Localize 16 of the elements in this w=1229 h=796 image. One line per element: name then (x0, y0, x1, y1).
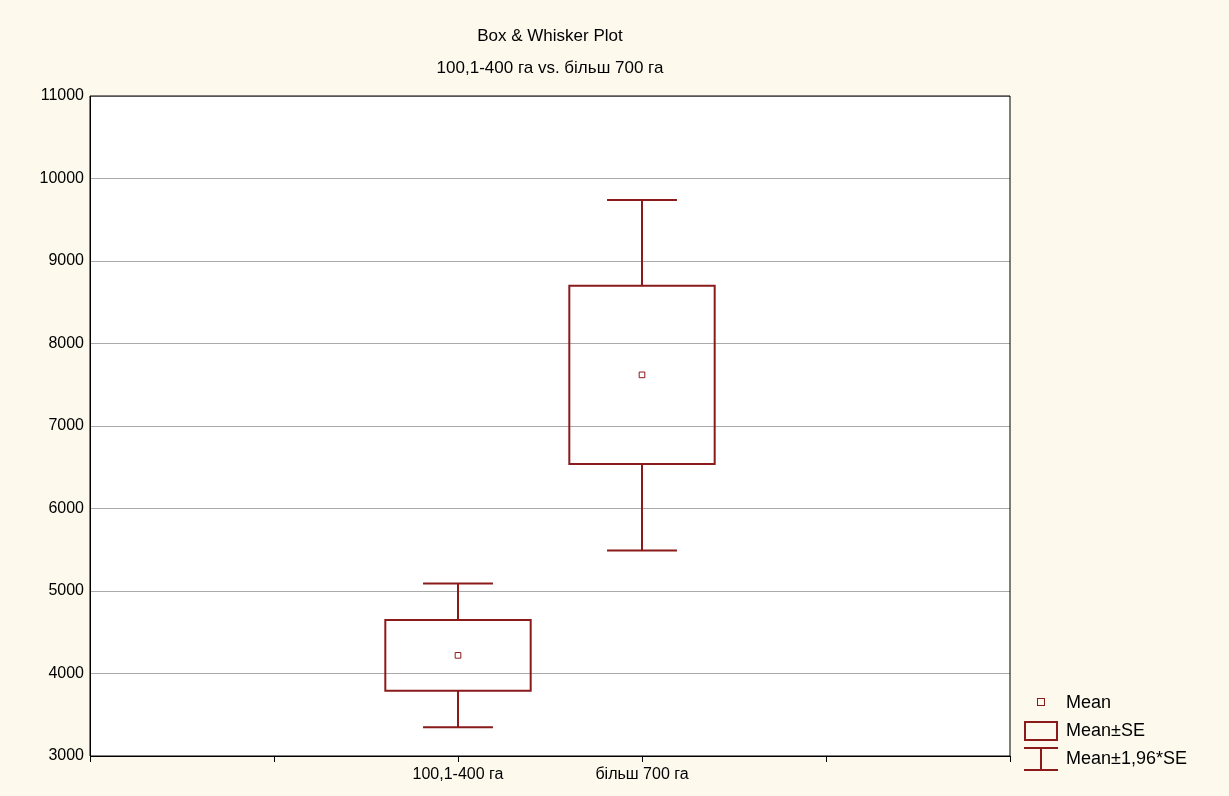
y-tick-label: 10000 (39, 168, 85, 186)
legend-label: Mean±SE (1066, 719, 1145, 741)
y-tick-label: 3000 (48, 746, 85, 764)
y-tick-label: 4000 (48, 663, 85, 681)
y-tick-label: 8000 (48, 333, 85, 351)
y-tick-label: 9000 (48, 251, 85, 269)
x-tick-label: 100,1-400 га (412, 765, 504, 783)
y-tick-label: 7000 (48, 416, 85, 434)
legend-label: Mean (1066, 691, 1112, 713)
y-tick-label: 6000 (48, 498, 85, 516)
text: Mean±1,96*SE (1066, 747, 1187, 769)
y-tick-label: 5000 (48, 581, 85, 599)
chart-subtitle: 100,1-400 га vs. більш 700 га (435, 58, 665, 78)
y-tick-label: 11000 (40, 86, 85, 104)
chart-title: Box & Whisker Plot (476, 26, 624, 46)
x-tick-label: більш 700 га (595, 765, 689, 783)
